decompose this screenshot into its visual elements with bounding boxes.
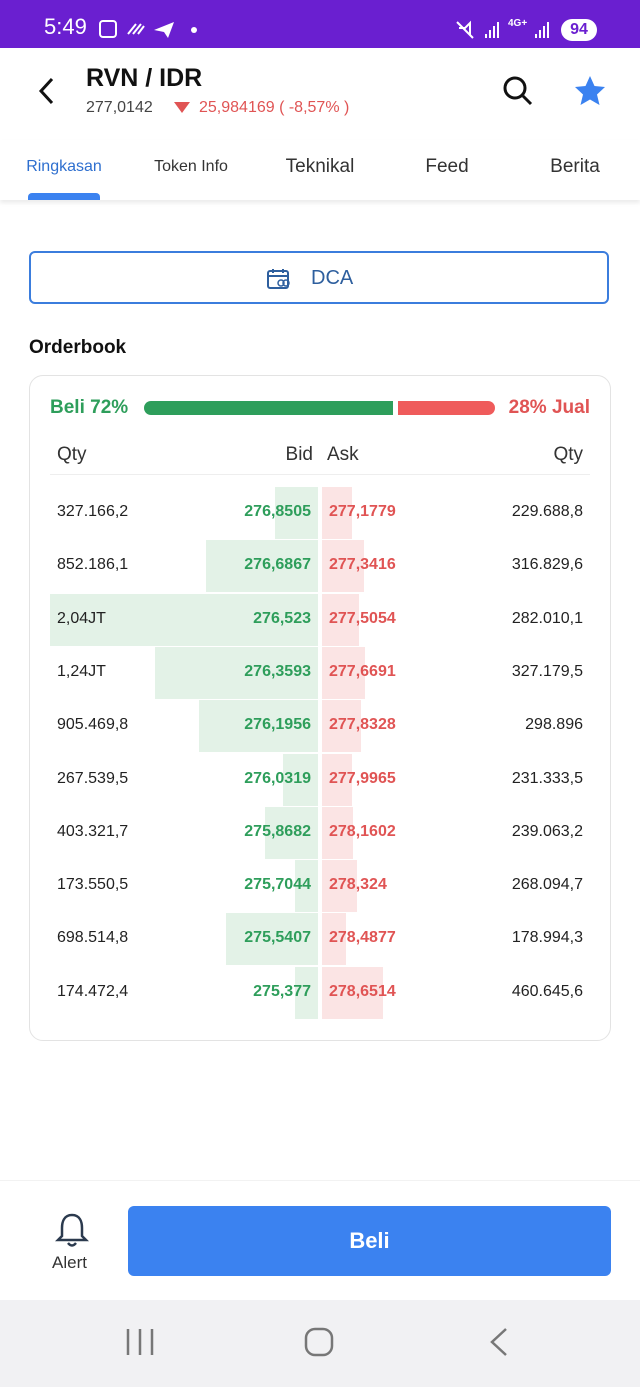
- sell-percent-label: 28% Jual: [508, 397, 590, 418]
- dca-icon: [267, 269, 290, 289]
- tab[interactable]: Feed: [425, 156, 469, 177]
- col-bid: Bid: [285, 444, 313, 465]
- tab[interactable]: Token Info: [154, 158, 228, 175]
- tab[interactable]: Berita: [550, 156, 600, 177]
- network-type: 4G+: [508, 18, 528, 29]
- col-qty-ask: Qty: [553, 444, 583, 465]
- active-tab-indicator: [28, 193, 100, 200]
- status-time: 5:49: [44, 14, 87, 39]
- nav-buttons[interactable]: [120, 1325, 520, 1361]
- tab[interactable]: Teknikal: [285, 156, 355, 177]
- status-bar: [0, 0, 640, 48]
- down-arrow: [174, 102, 190, 113]
- search-button[interactable]: [502, 75, 534, 107]
- divider: [50, 474, 590, 475]
- pair-title: RVN / IDR: [86, 64, 203, 92]
- back-button[interactable]: [36, 76, 58, 106]
- dca-label: DCA: [311, 267, 354, 289]
- buy-ratio-bar: [144, 401, 394, 415]
- favorite-button[interactable]: [573, 74, 607, 108]
- alert-label[interactable]: Alert: [52, 1253, 87, 1272]
- tab[interactable]: Ringkasan: [26, 158, 102, 175]
- last-price: 277,0142: [86, 99, 153, 116]
- col-ask: Ask: [327, 444, 359, 465]
- orderbook-card: [29, 375, 611, 1041]
- sell-ratio-bar: [398, 401, 495, 415]
- alert-icon[interactable]: [55, 1212, 89, 1248]
- tab-bar: Ringkasan Token Info Teknikal Feed Berita: [0, 140, 640, 200]
- col-qty-bid: Qty: [57, 444, 87, 465]
- status-icons: [99, 20, 197, 38]
- signal-icons: [456, 20, 549, 39]
- buy-button[interactable]: Beli: [128, 1206, 611, 1276]
- battery: 94: [561, 19, 597, 41]
- nav-bar: [0, 1300, 640, 1387]
- orderbook-title: Orderbook: [29, 337, 127, 358]
- buy-percent-label: Beli 72%: [50, 397, 129, 418]
- ratio-bar: [144, 401, 495, 415]
- price-change: 25,984169 ( -8,57% ): [199, 99, 350, 116]
- dca-button[interactable]: [29, 251, 609, 304]
